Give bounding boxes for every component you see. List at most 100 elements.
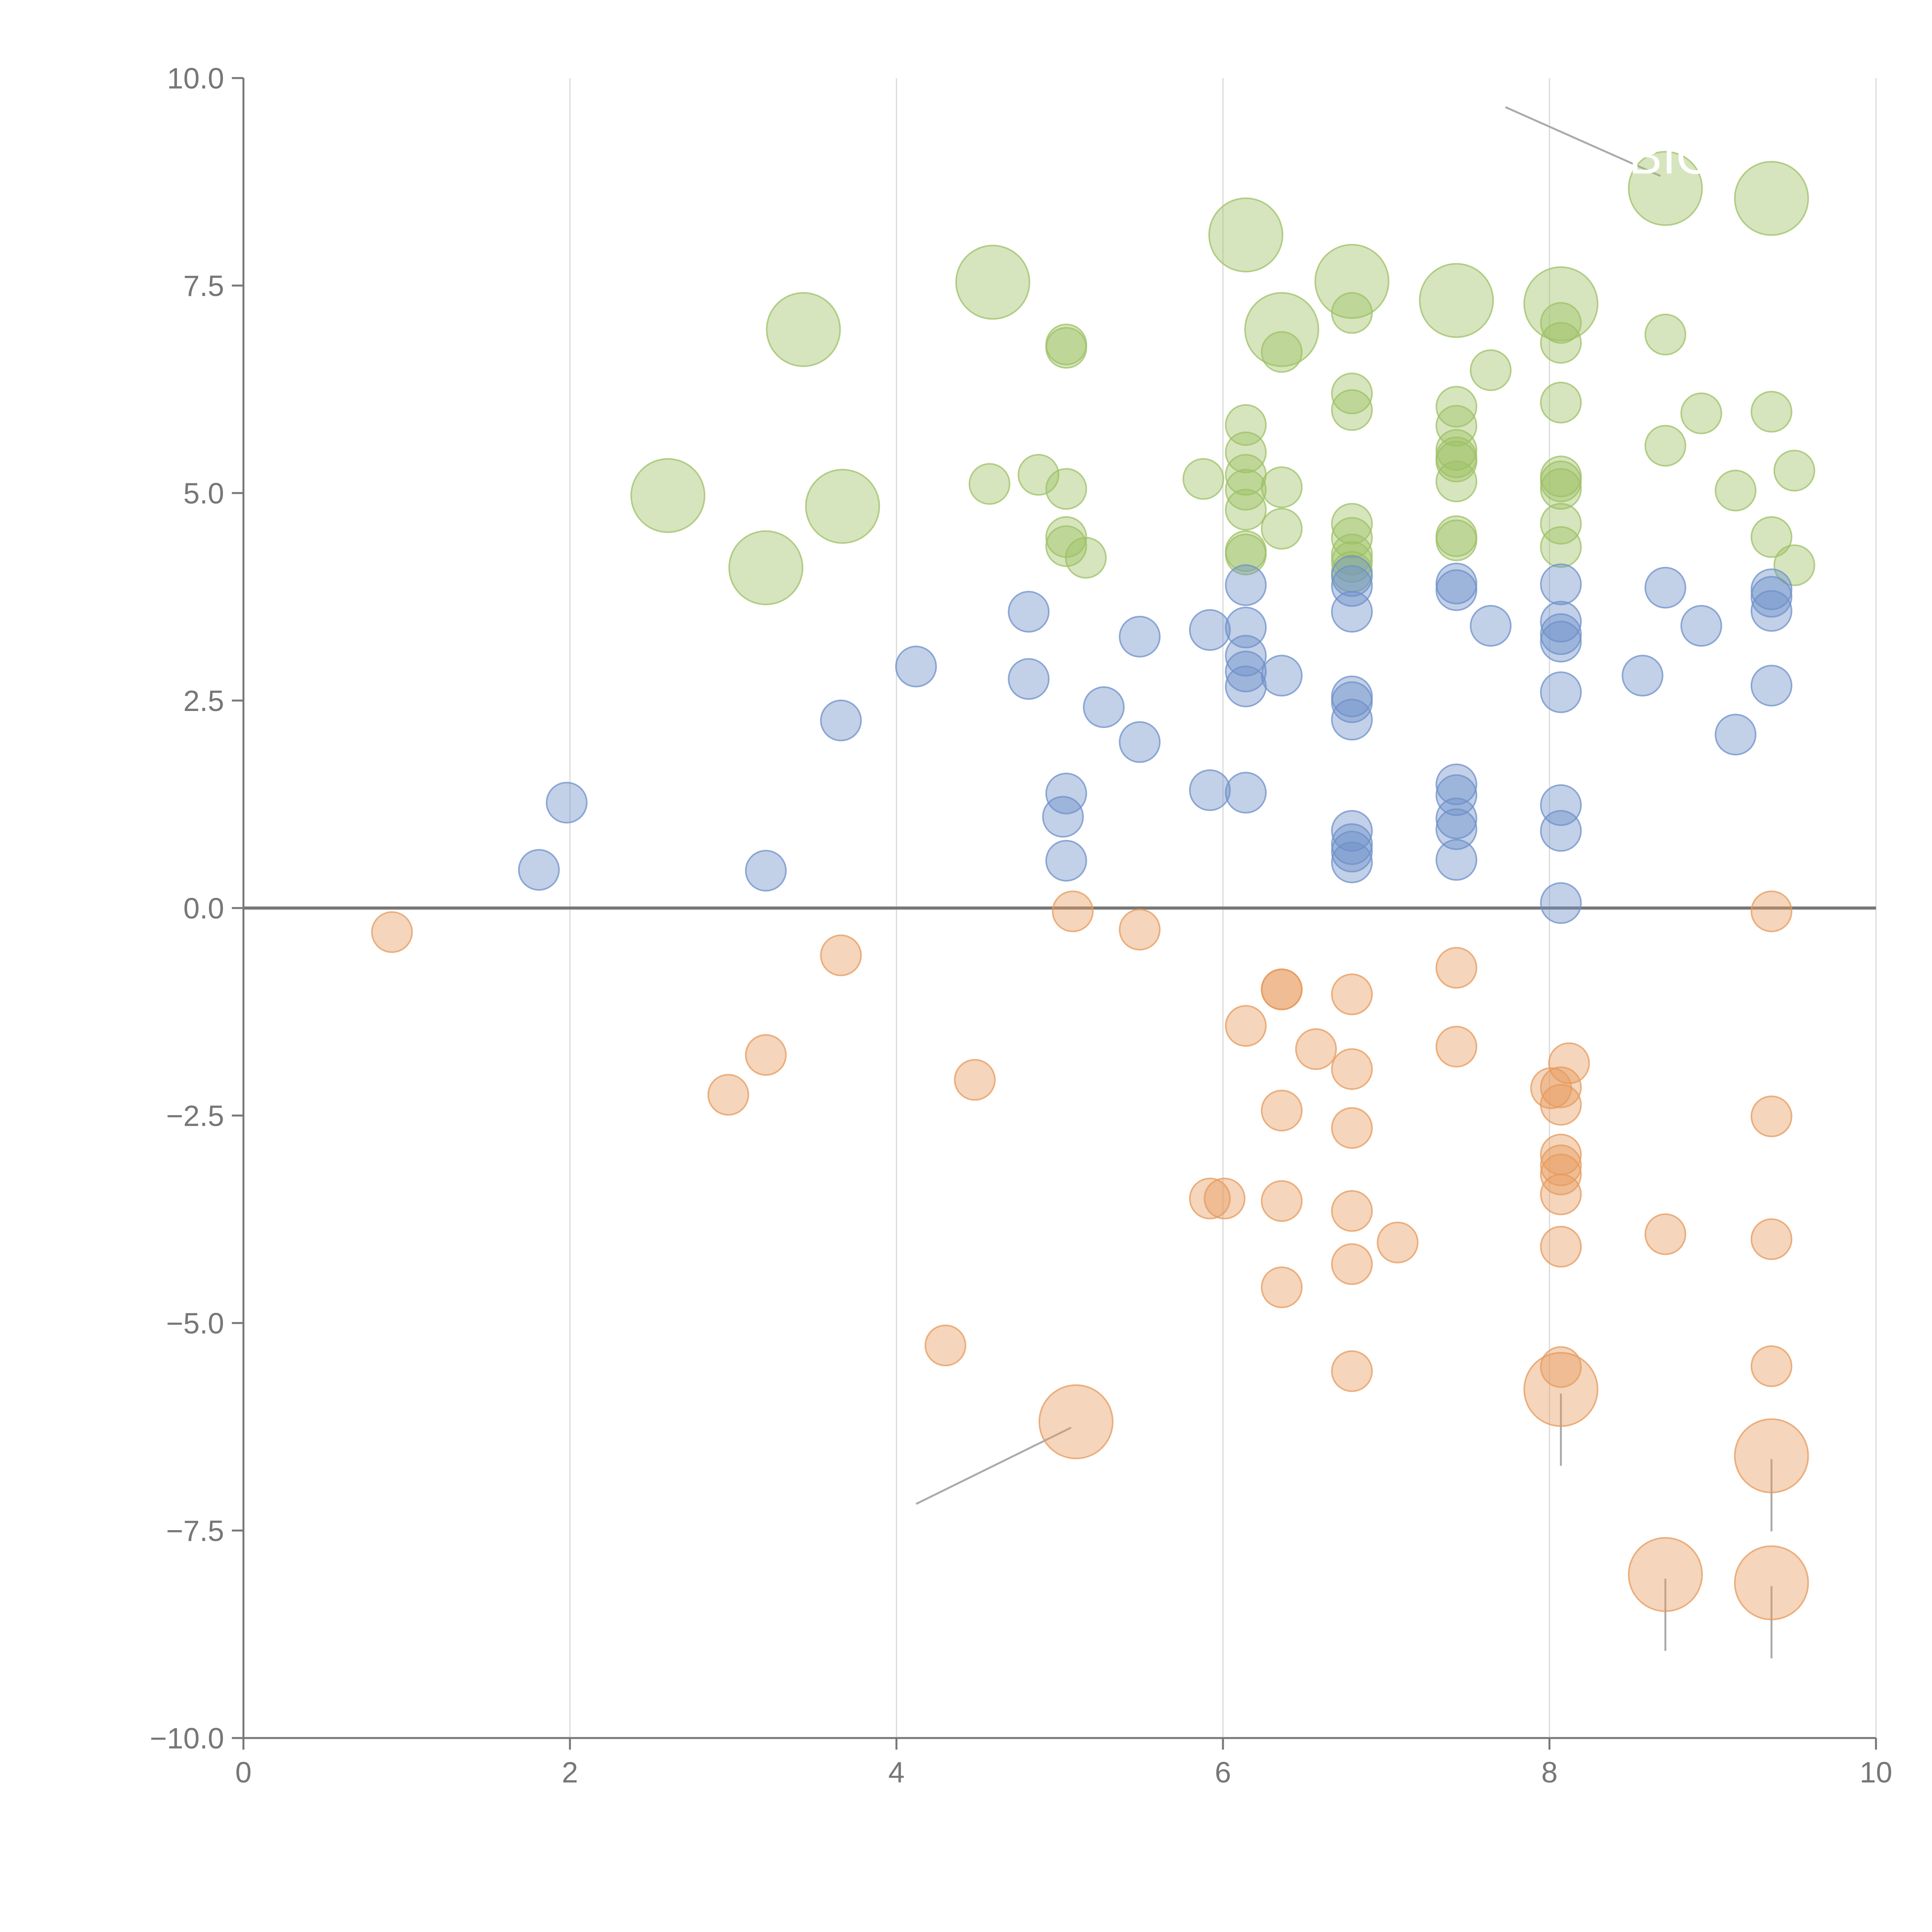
- blue-bubble: [1225, 650, 1267, 692]
- blue-bubble: [1644, 566, 1686, 609]
- green-bubble: [1435, 405, 1478, 447]
- orange-bubble: [1548, 1042, 1590, 1084]
- y-tick-label: −10.0: [150, 1722, 224, 1755]
- green-bubble: [1314, 244, 1389, 319]
- leader-line: [915, 1427, 1072, 1505]
- blue-bubble: [1042, 796, 1084, 838]
- blue-bubble: [1331, 681, 1373, 723]
- blue-bubble: [1540, 671, 1582, 713]
- blue-bubble: [1540, 621, 1582, 663]
- blue-bubble: [820, 699, 862, 742]
- green-bubble: [1331, 292, 1373, 334]
- orange-bubble: [1734, 1418, 1809, 1493]
- orange-bubble: [707, 1074, 749, 1116]
- orange-bubble: [1628, 1537, 1703, 1612]
- green-bubble: [955, 245, 1031, 320]
- orange-bubble: [1523, 1352, 1599, 1427]
- y-tick-label: 0.0: [183, 892, 224, 925]
- orange-bubble: [1295, 1028, 1337, 1070]
- green-bubble: [1750, 516, 1793, 558]
- green-bubble: [1182, 458, 1225, 500]
- leader-line: [777, 320, 801, 328]
- blue-bubble: [1045, 840, 1087, 882]
- orange-bubble: [1331, 1243, 1373, 1285]
- green-bubble: [1750, 391, 1793, 433]
- orange-bubble: [1331, 1350, 1373, 1392]
- green-bubble: [1225, 431, 1267, 473]
- green-bubble: [1225, 488, 1267, 531]
- blue-bubble: [518, 849, 560, 891]
- blue-bubble: [1469, 605, 1512, 647]
- orange-bubble: [1750, 890, 1793, 932]
- green-bubble: [968, 463, 1010, 505]
- orange-bubble: [1540, 1084, 1582, 1126]
- blue-bubble: [1680, 605, 1722, 647]
- blue-bubble: [1621, 655, 1663, 697]
- green-bubble: [1734, 161, 1809, 236]
- green-bubble: [1523, 266, 1599, 342]
- orange-bubble: [1261, 1090, 1303, 1132]
- blue-bubble: [1435, 808, 1478, 850]
- blue-bubble: [1540, 810, 1582, 852]
- green-bubble: [1225, 533, 1267, 575]
- orange-bubble: [1540, 1144, 1582, 1186]
- orange-bubble: [1225, 1005, 1267, 1047]
- green-bubble: [1540, 503, 1582, 545]
- leader-line: [1505, 106, 1661, 177]
- y-tick-label: −7.5: [166, 1515, 224, 1548]
- blue-bubble: [1331, 830, 1373, 872]
- orange-bubble: [1331, 1190, 1373, 1232]
- blue-bubble: [1435, 774, 1478, 816]
- y-tick-label: 7.5: [183, 270, 224, 303]
- blue-bubble: [1331, 841, 1373, 883]
- green-bubble: [1045, 525, 1087, 567]
- orange-bubble: [1644, 1213, 1686, 1255]
- green-bubble: [1435, 460, 1478, 502]
- blue-bubble: [1189, 769, 1231, 811]
- green-bubble: [1540, 468, 1582, 510]
- orange-bubble: [1435, 947, 1478, 989]
- blue-bubble: [1225, 772, 1267, 814]
- green-bubble: [1065, 537, 1107, 579]
- green-bubble: [1331, 389, 1373, 431]
- orange-bubble: [1119, 908, 1161, 951]
- orange-bubble: [1750, 1095, 1793, 1138]
- orange-bubble: [1435, 1026, 1478, 1068]
- y-tick-label: 2.5: [183, 685, 224, 718]
- green-bubble: [1331, 372, 1373, 415]
- green-bubble: [1773, 450, 1815, 492]
- bubble-layer: [371, 151, 1815, 1621]
- axis-layer: 0 2 4 6 8 10 10.0 7.5 5.0 2.5 0.0 −2.5 −5.0 −7.5 −10.0: [150, 62, 1893, 1789]
- green-bubble: [1045, 468, 1087, 510]
- y-tick-label: −2.5: [166, 1100, 224, 1133]
- orange-bubble: [1038, 1384, 1114, 1459]
- orange-bubble: [1331, 1107, 1373, 1149]
- blue-bubble: [1714, 714, 1757, 756]
- green-bubble: [1261, 331, 1303, 373]
- x-tick-label: 6: [1215, 1756, 1231, 1789]
- x-tick-label: 8: [1541, 1756, 1558, 1789]
- green-bubble: [1644, 313, 1686, 355]
- green-bubble: [1435, 386, 1478, 428]
- orange-bubble: [1734, 1545, 1809, 1621]
- blue-bubble: [546, 782, 588, 824]
- green-bubble: [1540, 381, 1582, 423]
- green-bubble: [1017, 454, 1060, 496]
- blue-bubble: [1435, 798, 1478, 840]
- green-bubble: [630, 458, 706, 533]
- green-bubble: [1469, 349, 1512, 391]
- green-bubble: [1644, 425, 1686, 467]
- orange-bubble: [1261, 968, 1303, 1010]
- blue-bubble: [1540, 563, 1582, 605]
- green-bubble: [1244, 292, 1320, 367]
- blue-bubble: [1435, 763, 1478, 805]
- orange-bubble: [1540, 1066, 1582, 1108]
- orange-bubble: [1750, 1218, 1793, 1260]
- x-tick-label: 4: [888, 1756, 905, 1789]
- blue-bubble: [1225, 564, 1267, 606]
- orange-bubble: [1750, 1345, 1793, 1387]
- orange-bubble: [924, 1324, 966, 1366]
- green-bubble: [1261, 508, 1303, 550]
- leader-line: [1456, 299, 1485, 308]
